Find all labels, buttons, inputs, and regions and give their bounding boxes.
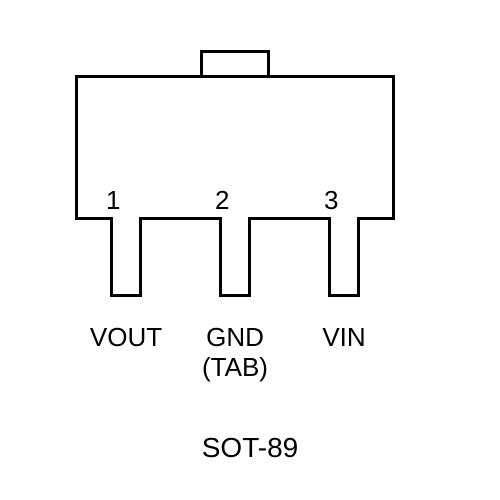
pin-number-3: 3 <box>324 185 364 216</box>
pin-3 <box>328 217 360 297</box>
package-tab <box>200 50 270 78</box>
pin-2 <box>219 217 251 297</box>
pin-number-2: 2 <box>215 185 255 216</box>
pin-label-1: VOUT <box>76 322 176 353</box>
package-diagram: 1 VOUT 2 GND(TAB) 3 VIN SOT-89 <box>0 0 500 500</box>
pin-1 <box>110 217 142 297</box>
pin-label-3: VIN <box>294 322 394 353</box>
pin-number-1: 1 <box>106 185 146 216</box>
pin-sublabel-2: (TAB) <box>185 352 285 383</box>
package-name-label: SOT-89 <box>0 432 500 464</box>
pin-label-2: GND <box>185 322 285 353</box>
